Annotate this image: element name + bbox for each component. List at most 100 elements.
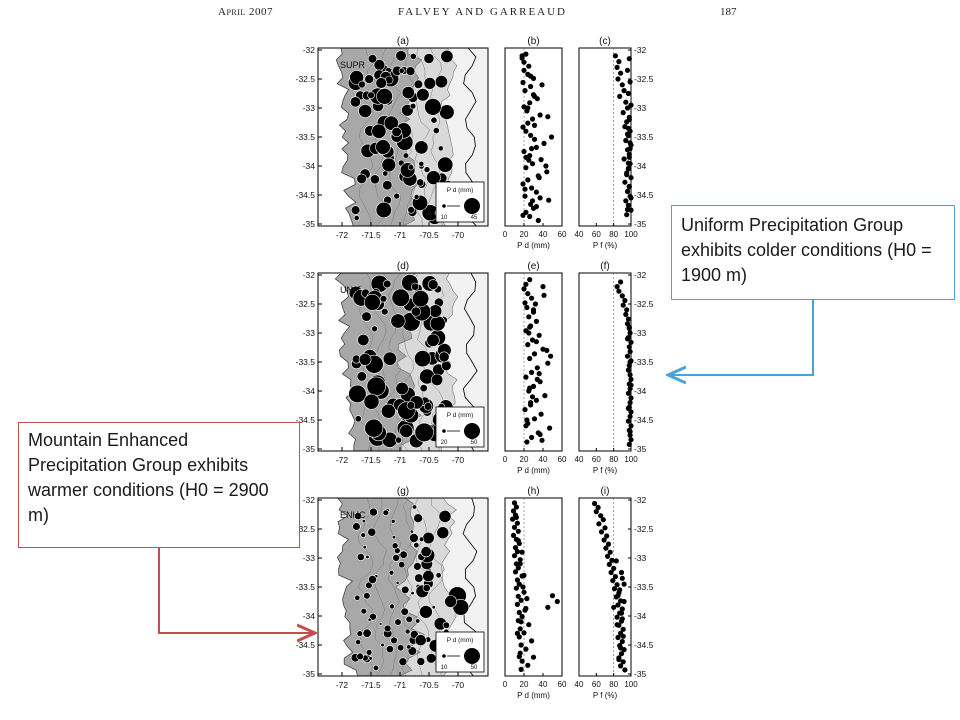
data-point <box>548 134 555 140</box>
station-marker <box>382 509 389 516</box>
data-point <box>605 553 611 559</box>
data-point <box>522 193 528 199</box>
station-marker <box>398 657 408 667</box>
data-point <box>543 163 549 169</box>
station-marker <box>393 192 401 200</box>
panel-label: (a) <box>397 36 409 47</box>
y-tick-label: -33 <box>634 553 647 563</box>
data-point <box>608 569 614 576</box>
data-point <box>628 195 634 201</box>
x-tick-label: 20 <box>520 230 529 239</box>
data-point <box>528 132 534 138</box>
station-marker <box>398 561 406 569</box>
station-marker <box>390 313 406 329</box>
data-point <box>626 324 632 330</box>
data-point <box>529 185 535 191</box>
x-tick-label: 60 <box>592 230 601 239</box>
data-point <box>527 100 533 106</box>
x-axis-label: P f (%) <box>593 466 618 475</box>
data-point <box>517 557 523 563</box>
station-marker <box>440 49 454 63</box>
station-marker <box>350 205 361 215</box>
station-marker <box>353 215 360 221</box>
station-marker <box>361 311 372 322</box>
data-point <box>619 638 625 645</box>
station-marker <box>372 664 379 671</box>
data-point <box>626 344 632 350</box>
x-tick-label: 80 <box>609 455 618 464</box>
data-point <box>513 504 520 510</box>
data-point <box>593 509 599 515</box>
x-tick-label: 20 <box>520 680 529 689</box>
station-marker <box>409 102 417 110</box>
station-marker <box>378 622 383 626</box>
station-marker <box>430 373 444 386</box>
station-marker <box>401 585 410 595</box>
panel-label: (g) <box>397 486 409 497</box>
data-point <box>628 376 634 382</box>
data-point <box>627 140 633 146</box>
data-point <box>512 545 519 551</box>
station-marker <box>360 607 367 615</box>
scatter-panel-h: 0 20 40 60 P d (mm) <box>503 497 567 700</box>
contour-line <box>402 48 415 226</box>
station-marker <box>375 139 391 155</box>
y-tick-label: -32 <box>634 45 647 55</box>
data-point <box>536 332 542 338</box>
y-tick-label: -35 <box>634 669 647 679</box>
y-tick-label: -33 <box>303 328 316 338</box>
data-point <box>533 397 540 403</box>
data-point <box>529 161 536 167</box>
data-point <box>541 292 547 298</box>
x-tick-label: -70 <box>452 455 465 465</box>
data-point <box>536 371 542 377</box>
data-point <box>615 593 621 599</box>
station-marker <box>420 546 432 558</box>
panel-label: (d) <box>397 261 409 272</box>
map-panel-enhc: (g) ENHC P d (mm) 10 50 -32 -32.5 -33 -33.5 -34 -3… <box>296 486 489 690</box>
station-marker <box>354 594 361 601</box>
data-point <box>520 584 526 590</box>
station-marker <box>432 127 440 135</box>
x-tick-label: 60 <box>558 230 567 239</box>
data-point <box>546 197 552 203</box>
station-marker <box>367 617 372 622</box>
map-legend: P d (mm) 10 50 <box>435 631 485 673</box>
y-tick-label: -32.5 <box>634 299 654 309</box>
station-marker <box>416 657 426 666</box>
data-point <box>511 553 518 559</box>
data-point <box>535 217 541 224</box>
data-point <box>521 630 527 636</box>
data-point <box>621 88 627 94</box>
legend-title: P d (mm) <box>447 187 474 194</box>
data-point <box>529 198 536 204</box>
y-tick-label: -33.5 <box>296 582 316 592</box>
station-marker <box>358 353 372 366</box>
data-point <box>523 165 529 171</box>
y-tick-label: -34 <box>303 161 316 171</box>
station-marker <box>388 570 395 576</box>
data-point <box>523 281 529 287</box>
station-marker <box>406 644 412 650</box>
data-point <box>625 166 632 172</box>
station-marker <box>391 535 396 540</box>
station-marker <box>369 174 380 185</box>
station-marker <box>405 615 413 624</box>
data-point <box>628 437 634 443</box>
data-point <box>620 302 626 308</box>
station-marker <box>412 290 430 308</box>
x-tick-label: -71.5 <box>361 230 381 240</box>
data-point <box>538 157 544 163</box>
data-point <box>618 645 624 651</box>
y-tick-label: -32 <box>634 270 647 280</box>
station-marker <box>369 507 378 517</box>
station-marker <box>426 170 441 185</box>
y-tick-label: -34.5 <box>296 415 316 425</box>
data-point <box>525 177 531 183</box>
station-marker <box>404 628 411 635</box>
station-marker <box>416 88 430 102</box>
data-point <box>627 146 633 152</box>
data-point <box>511 500 518 506</box>
data-point <box>518 597 524 603</box>
y-tick-label: -33.5 <box>634 132 654 142</box>
